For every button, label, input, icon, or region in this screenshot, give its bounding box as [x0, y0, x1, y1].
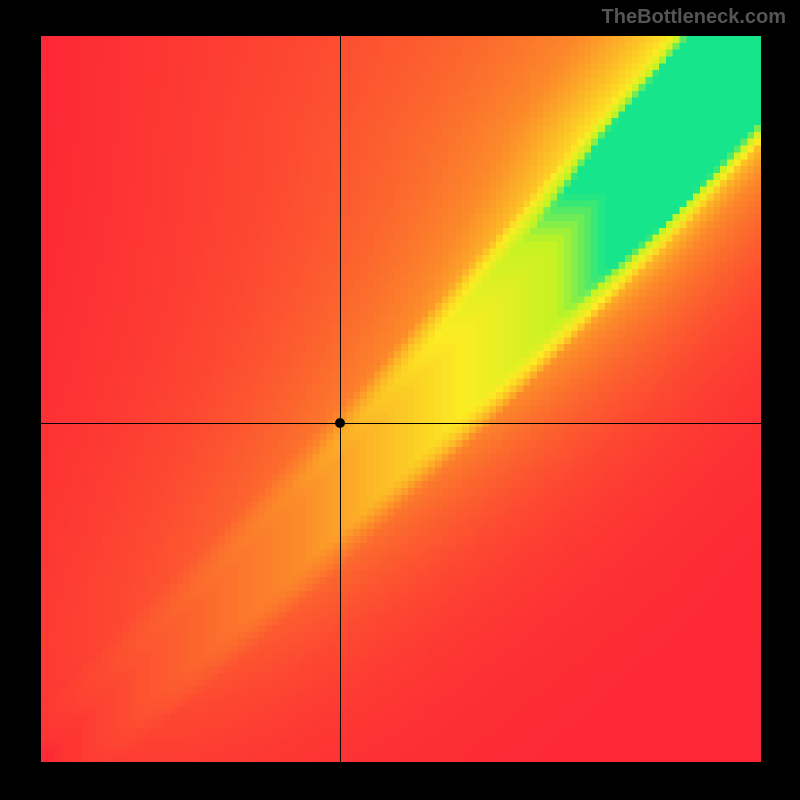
chart-container: TheBottleneck.com: [0, 0, 800, 800]
heatmap-canvas: [41, 36, 761, 762]
crosshair-horizontal-line: [41, 423, 761, 424]
crosshair-vertical-line: [340, 36, 341, 762]
crosshair-marker-dot: [335, 418, 345, 428]
plot-area: [41, 36, 761, 762]
watermark-text: TheBottleneck.com: [602, 6, 786, 29]
